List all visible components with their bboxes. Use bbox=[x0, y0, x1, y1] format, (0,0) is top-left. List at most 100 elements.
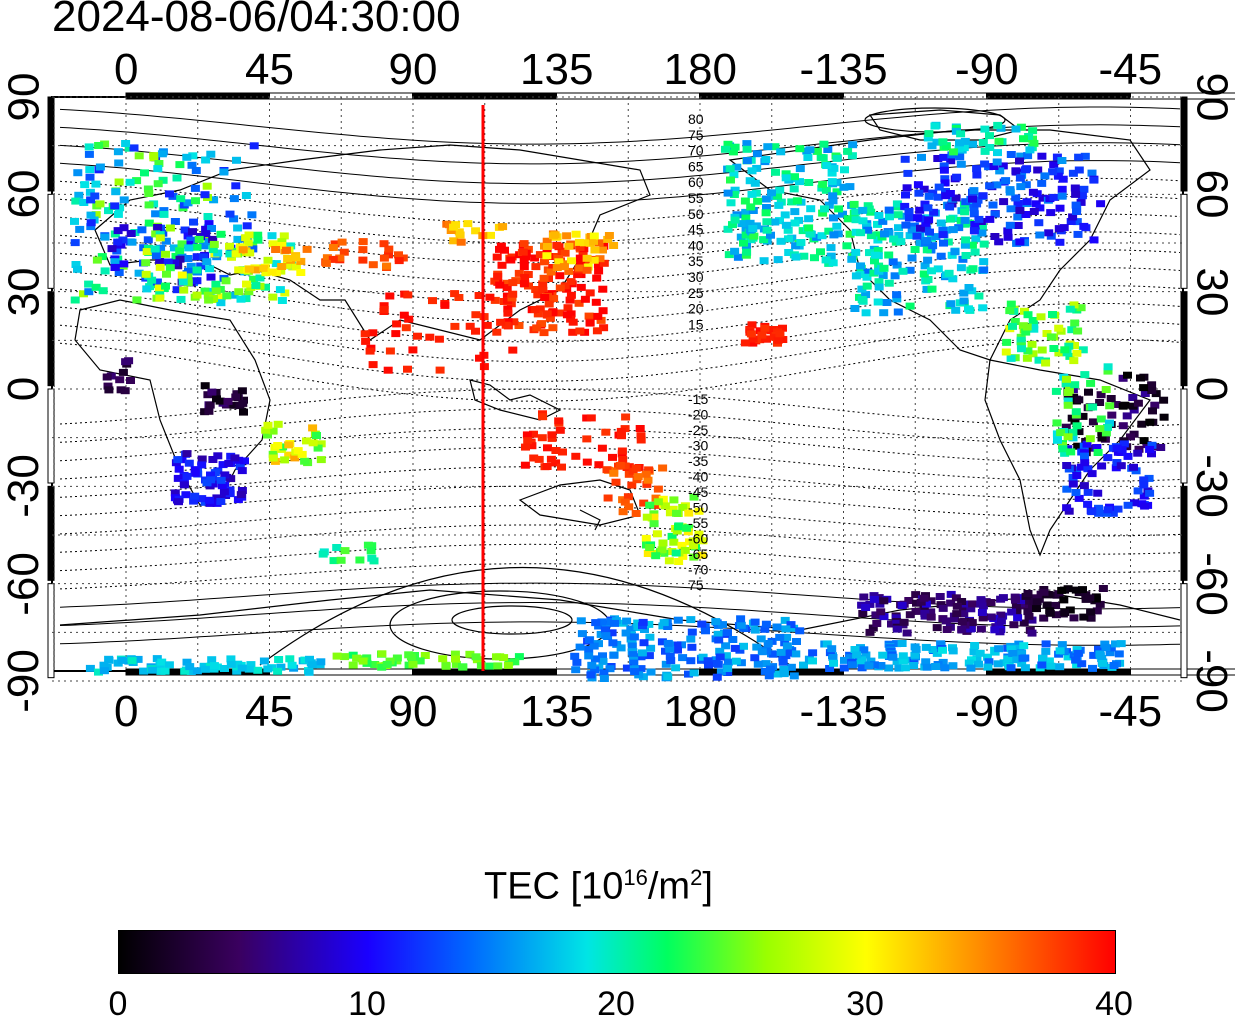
tec-cell bbox=[212, 287, 221, 294]
tec-cell bbox=[621, 414, 630, 421]
tec-cell bbox=[587, 662, 596, 669]
tec-cell bbox=[791, 650, 800, 657]
tec-cell bbox=[1110, 662, 1119, 669]
tec-cell bbox=[358, 257, 367, 264]
tec-cell bbox=[1058, 445, 1067, 452]
tec-cell bbox=[760, 325, 769, 332]
tec-cell bbox=[829, 214, 838, 221]
tec-cell bbox=[100, 667, 109, 674]
tec-cell bbox=[211, 281, 220, 288]
tec-cell bbox=[154, 180, 163, 187]
tec-cell bbox=[486, 232, 495, 239]
tec-cell bbox=[654, 498, 663, 505]
tec-cell bbox=[598, 286, 607, 293]
tec-cell bbox=[885, 207, 894, 214]
tec-cell bbox=[156, 234, 165, 241]
tec-cell bbox=[875, 284, 884, 291]
tec-cell bbox=[1028, 341, 1037, 348]
contour-label: 20 bbox=[688, 301, 704, 317]
tec-cell bbox=[840, 166, 849, 173]
tec-cell bbox=[746, 203, 755, 210]
tec-cell bbox=[274, 656, 283, 663]
tec-cell bbox=[1029, 189, 1038, 196]
tec-cell bbox=[862, 309, 871, 316]
tec-cell bbox=[316, 658, 325, 665]
tec-cell bbox=[728, 636, 737, 643]
tec-cell bbox=[977, 626, 986, 633]
tec-cell bbox=[937, 220, 946, 227]
tec-cell bbox=[552, 242, 561, 249]
tec-cell bbox=[243, 222, 252, 229]
tec-cell bbox=[1074, 154, 1083, 161]
tec-cell bbox=[674, 617, 683, 624]
tec-cell bbox=[1148, 407, 1157, 414]
tec-cell bbox=[1103, 454, 1112, 461]
tec-cell bbox=[874, 212, 883, 219]
lat-tick-right: 60 bbox=[1189, 170, 1233, 219]
tec-cell bbox=[217, 477, 226, 484]
tec-cell bbox=[1071, 657, 1080, 664]
tec-cell bbox=[1019, 135, 1028, 142]
tec-cell bbox=[219, 169, 228, 176]
tec-cell bbox=[806, 205, 815, 212]
contour-label: 65 bbox=[688, 158, 704, 174]
frame-bar bbox=[48, 97, 54, 191]
tec-cell bbox=[1064, 402, 1073, 409]
tec-cell bbox=[980, 126, 989, 133]
tec-cell bbox=[793, 197, 802, 204]
tec-cell bbox=[1140, 503, 1149, 510]
tec-cell bbox=[743, 146, 752, 153]
colorbar-title: TEC [1016/m2] bbox=[484, 865, 713, 909]
tec-cell bbox=[847, 256, 856, 263]
tec-cell bbox=[114, 211, 123, 218]
tec-cell bbox=[751, 180, 760, 187]
tec-cell bbox=[943, 626, 952, 633]
tec-cell bbox=[591, 619, 600, 626]
lon-tick-top: 180 bbox=[664, 48, 737, 92]
tec-cell bbox=[210, 662, 219, 669]
contour-label: -30 bbox=[688, 438, 708, 454]
tec-cell bbox=[905, 208, 914, 215]
tec-cell bbox=[650, 520, 659, 527]
tec-cell bbox=[979, 192, 988, 199]
tec-cell bbox=[795, 627, 804, 634]
lon-tick-bottom: 180 bbox=[664, 690, 737, 734]
tec-cell bbox=[377, 650, 386, 657]
tec-cell bbox=[532, 324, 541, 331]
tec-cell bbox=[701, 627, 710, 634]
tec-cell bbox=[538, 434, 547, 441]
tec-cell bbox=[1089, 418, 1098, 425]
tec-cell bbox=[380, 306, 389, 313]
tec-cell bbox=[1062, 462, 1071, 469]
lat-tick-left: -30 bbox=[2, 455, 46, 519]
tec-cell bbox=[70, 218, 79, 225]
tec-cell bbox=[594, 461, 603, 468]
tec-cell bbox=[672, 510, 681, 517]
tec-cell bbox=[665, 557, 674, 564]
tec-cell bbox=[630, 668, 639, 675]
tec-cell bbox=[638, 649, 647, 656]
tec-cell bbox=[672, 550, 681, 557]
tec-cell bbox=[903, 630, 912, 637]
tec-cell bbox=[564, 243, 573, 250]
tec-cell bbox=[889, 236, 898, 243]
tec-cell bbox=[1145, 419, 1154, 426]
tec-cell bbox=[75, 226, 84, 233]
tec-cell bbox=[142, 271, 151, 278]
tec-cell bbox=[332, 544, 341, 551]
tec-cell bbox=[1038, 655, 1047, 662]
tec-cell bbox=[130, 144, 139, 151]
tec-cell bbox=[73, 266, 82, 273]
tec-cell bbox=[206, 151, 215, 158]
tec-cell bbox=[259, 265, 268, 272]
tec-cell bbox=[861, 604, 870, 611]
tec-cell bbox=[818, 181, 827, 188]
tec-cell bbox=[600, 675, 609, 682]
tec-cell bbox=[601, 632, 610, 639]
tec-cell bbox=[238, 400, 247, 407]
lon-tick-bottom: -135 bbox=[800, 690, 888, 734]
tec-cell bbox=[586, 320, 595, 327]
tec-cell bbox=[1120, 402, 1129, 409]
tec-cell bbox=[485, 663, 494, 670]
tec-cell bbox=[859, 594, 868, 601]
